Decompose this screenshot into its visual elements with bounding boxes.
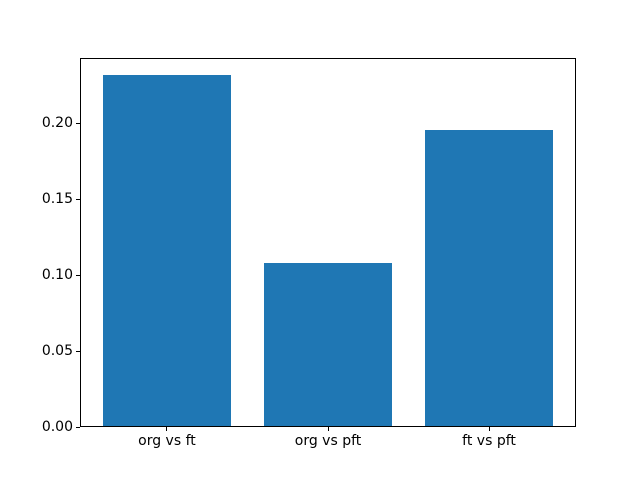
y-tick-label: 0.10	[41, 266, 73, 283]
x-tick-mark	[166, 427, 168, 432]
y-tick-mark	[76, 199, 80, 201]
x-tick-label: org vs ft	[138, 433, 196, 450]
bar-org-vs-pft	[263, 263, 393, 428]
y-tick-label: 0.20	[41, 115, 73, 132]
y-tick-mark	[76, 350, 80, 352]
y-tick-label: 0.00	[41, 418, 73, 435]
x-tick-label: org vs pft	[294, 433, 362, 450]
y-tick-mark	[76, 123, 80, 125]
y-tick-label: 0.05	[41, 342, 73, 359]
y-tick-label: 0.15	[41, 191, 73, 208]
plot-area	[80, 57, 576, 428]
y-tick-mark	[76, 426, 80, 428]
y-tick-mark	[76, 274, 80, 276]
bar-org-vs-ft	[102, 75, 232, 428]
x-tick-mark	[327, 427, 329, 432]
x-tick-mark	[488, 427, 490, 432]
bar-ft-vs-pft	[424, 129, 554, 428]
x-tick-label: ft vs pft	[462, 433, 516, 450]
